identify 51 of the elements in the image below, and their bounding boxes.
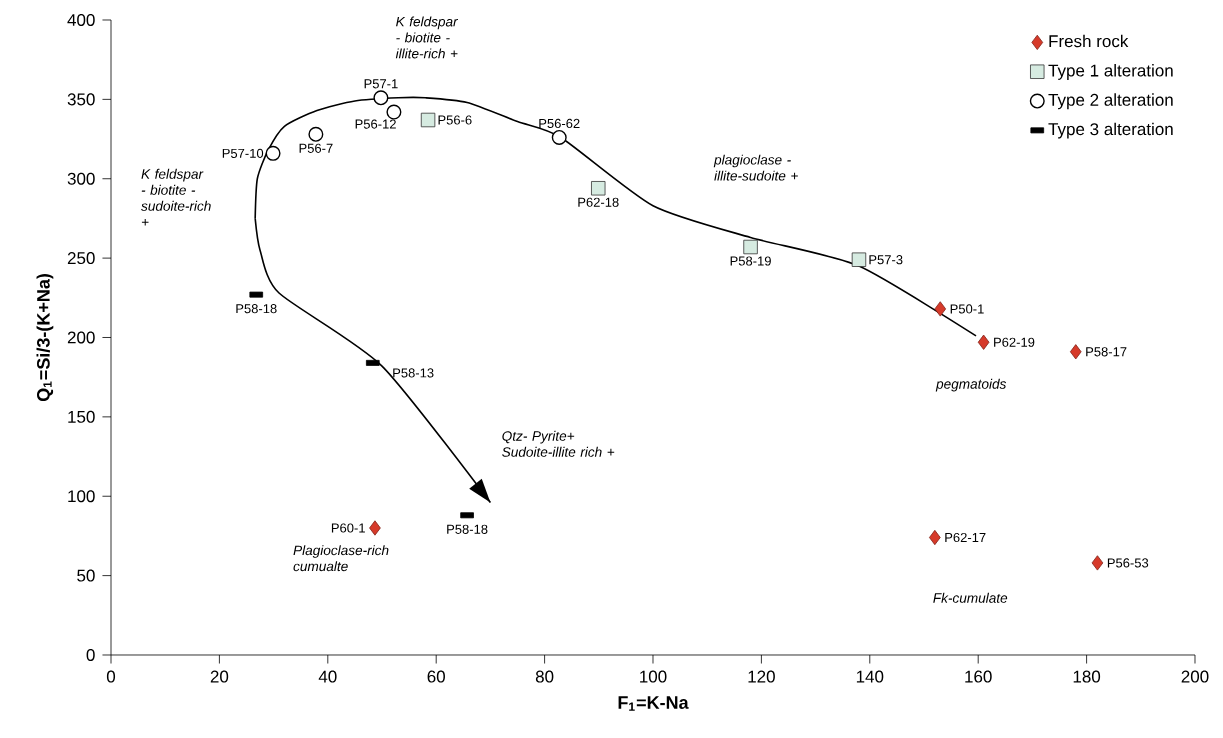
x-tick-label: 140	[856, 670, 884, 683]
legend-label: Fresh rock	[1049, 34, 1129, 48]
x-tick-label: 200	[1181, 670, 1209, 683]
annotation: P62-19	[994, 337, 1035, 347]
annotation: P56-62	[539, 118, 580, 129]
annotation: P57-3	[869, 255, 903, 265]
annotation: Qtz- Pyrite+ Sudoite-illite rich +	[502, 430, 615, 457]
x-tick-label: 0	[106, 670, 116, 683]
x-tick-label: 40	[318, 670, 337, 683]
annotation: P58-18	[236, 304, 277, 314]
annotation: P56-53	[1107, 558, 1149, 568]
y-tick-label: 150	[68, 410, 95, 423]
y-tick-label: 100	[68, 490, 95, 503]
annotation: Fk-cumulate	[933, 592, 1008, 603]
annotation: P62-17	[945, 532, 986, 543]
annotation: pegmatoids	[935, 378, 1007, 392]
x-tick-label: 160	[965, 670, 992, 683]
x-tick-label: 180	[1073, 670, 1101, 683]
annotation: P58-17	[1086, 347, 1127, 357]
annotation: P56-6	[438, 115, 472, 125]
annotation: P50-1	[950, 304, 984, 314]
annotation: P62-18	[578, 197, 619, 207]
annotation: P56-7	[299, 143, 333, 153]
x-tick-label: 100	[640, 670, 667, 683]
annotation: Plagioclase-rich cumualte	[293, 545, 389, 572]
legend-label: Type 2 alteration	[1048, 93, 1173, 110]
annotation: plagioclase - illite-sudoite +	[713, 154, 798, 181]
x-tick-label: 60	[427, 670, 445, 683]
legend-label: Type 1 alteration	[1048, 64, 1173, 80]
y-tick-label: 350	[67, 93, 95, 106]
x-tick-label: 120	[748, 670, 775, 683]
annotation: P57-1	[364, 79, 398, 89]
y-axis-title: Q$_{1}$=Si/3-(K+Na)	[36, 274, 54, 402]
y-tick-label: 50	[77, 569, 95, 582]
x-axis-title: F$_{1}$=K-Na	[618, 696, 689, 711]
legend-label: Type 3 alteration	[1048, 122, 1173, 139]
y-tick-label: 250	[67, 252, 95, 265]
x-tick-label: 20	[210, 670, 229, 683]
annotation: P58-18	[447, 524, 488, 534]
annotation: P58-13	[393, 368, 434, 378]
y-tick-label: 300	[67, 172, 95, 185]
annotation: P57-10	[222, 148, 264, 158]
annotation: K feldspar - biotite - sudoite-rich +	[141, 168, 211, 226]
annotation: P56-12	[355, 119, 396, 129]
annotation: P58-19	[730, 256, 771, 266]
x-tick-label: 80	[535, 670, 554, 683]
y-tick-label: 0	[86, 648, 95, 661]
annotation: P60-1	[331, 523, 365, 533]
y-tick-label: 400	[67, 13, 95, 26]
annotation: K feldspar - biotite - illite-rich +	[395, 16, 459, 59]
y-tick-label: 200	[67, 331, 95, 344]
